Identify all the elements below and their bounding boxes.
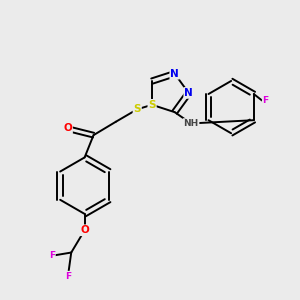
Text: N: N: [184, 88, 193, 98]
Text: NH: NH: [183, 119, 199, 128]
Text: S: S: [134, 104, 141, 114]
Text: F: F: [65, 272, 71, 280]
Text: F: F: [262, 96, 269, 105]
Text: O: O: [63, 123, 72, 133]
Text: O: O: [80, 225, 89, 235]
Text: N: N: [170, 69, 179, 79]
Text: F: F: [49, 251, 55, 260]
Text: S: S: [148, 100, 156, 110]
